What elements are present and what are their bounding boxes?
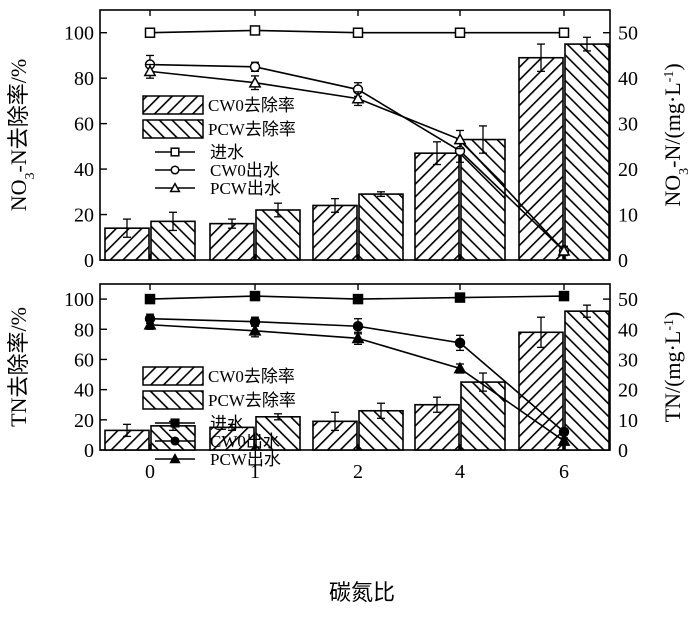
legend-swatch [142, 119, 204, 139]
legend-label: 进水 [210, 414, 244, 433]
y2-tick-label: 0 [618, 250, 628, 272]
point [557, 244, 571, 256]
y-tick-label: 40 [74, 380, 94, 402]
bar [255, 415, 301, 451]
point [143, 64, 157, 77]
y2-tick-label: 20 [618, 159, 638, 181]
y2-axis-title: NO3-N/(mg·L-1) [660, 63, 692, 206]
point [144, 293, 156, 305]
x-axis-title: 碳氮比 [329, 580, 395, 605]
legend-label: CW0去除率 [208, 96, 295, 115]
point [558, 290, 570, 302]
y2-tick-label: 0 [618, 440, 628, 462]
y-tick-label: 60 [74, 114, 94, 136]
point [170, 165, 180, 175]
legend-swatch [142, 95, 204, 115]
chart-panel-bottom: 0 20 40 60 80 100 0 10 20 30 40 50 0 1 2 4 6 TN去除率/% TN/(m… [6, 283, 685, 483]
bar [460, 381, 506, 451]
legend-label: CW0出水 [210, 432, 280, 451]
point [454, 27, 466, 38]
point [170, 418, 180, 428]
y-tick-label: 20 [74, 410, 94, 432]
y-tick-label: 80 [74, 68, 94, 90]
y2-tick-label: 40 [618, 68, 638, 90]
y-tick-label: 0 [84, 250, 94, 272]
point [169, 182, 181, 193]
legend-label: CW0出水 [210, 161, 280, 180]
y-tick-label: 0 [84, 440, 94, 462]
bar [518, 331, 564, 451]
point [453, 361, 467, 374]
y-tick-label: 20 [74, 205, 94, 227]
point [454, 337, 466, 349]
point [249, 25, 261, 36]
bar [255, 209, 301, 261]
point [248, 324, 262, 336]
point [170, 436, 180, 446]
legend-label: 进水 [210, 143, 244, 162]
y2-tick-label: 10 [618, 205, 638, 227]
bar [312, 204, 358, 261]
legend-label: PCW出水 [210, 179, 281, 198]
chart-panel-top: 0 20 40 60 80 100 0 10 20 30 40 50 NO3-N去除率/% NO3-N/(… [6, 9, 692, 272]
legend-label: PCW去除率 [208, 391, 296, 410]
y2-axis-title: TN/(mg·L-1) [660, 312, 685, 423]
x-tick-label: 1 [250, 461, 260, 483]
bar [414, 152, 460, 261]
y2-tick-label: 50 [618, 23, 638, 45]
x-tick-label: 6 [559, 461, 569, 483]
y-tick-label: 40 [74, 159, 94, 181]
point [351, 331, 365, 344]
bar [150, 425, 196, 451]
point [170, 147, 180, 157]
point [557, 434, 571, 446]
legend-swatch [142, 366, 204, 386]
legend-label: PCW去除率 [208, 120, 296, 139]
bar [209, 222, 255, 261]
point [143, 318, 157, 330]
y-tick-label: 100 [64, 289, 94, 311]
y2-tick-label: 20 [618, 380, 638, 402]
point [248, 76, 262, 88]
point [352, 321, 364, 332]
x-tick-label: 2 [353, 461, 363, 483]
y2-tick-label: 40 [618, 319, 638, 341]
point [351, 91, 365, 104]
y-tick-label: 100 [64, 23, 94, 45]
point [249, 61, 261, 73]
legend-label: CW0去除率 [208, 367, 295, 386]
y-axis-title: TN去除率/% [6, 307, 31, 427]
point [558, 27, 570, 38]
bar [564, 310, 610, 451]
y2-tick-label: 30 [618, 114, 638, 136]
y-axis-title: NO3-N去除率/% [6, 59, 38, 211]
point [453, 132, 467, 145]
y2-tick-label: 10 [618, 410, 638, 432]
point [454, 292, 466, 303]
y2-tick-label: 30 [618, 349, 638, 371]
x-tick-label: 0 [145, 461, 155, 483]
y-tick-label: 60 [74, 349, 94, 371]
point [352, 27, 364, 38]
x-tick-label: 4 [455, 461, 465, 483]
point [144, 27, 156, 38]
point [352, 293, 364, 305]
y-tick-label: 80 [74, 319, 94, 341]
point [249, 290, 261, 302]
legend-swatch [142, 390, 204, 410]
bar [564, 43, 610, 261]
point [169, 453, 181, 464]
bar [358, 193, 404, 261]
legend-label: PCW出水 [210, 450, 281, 469]
y2-tick-label: 50 [618, 289, 638, 311]
